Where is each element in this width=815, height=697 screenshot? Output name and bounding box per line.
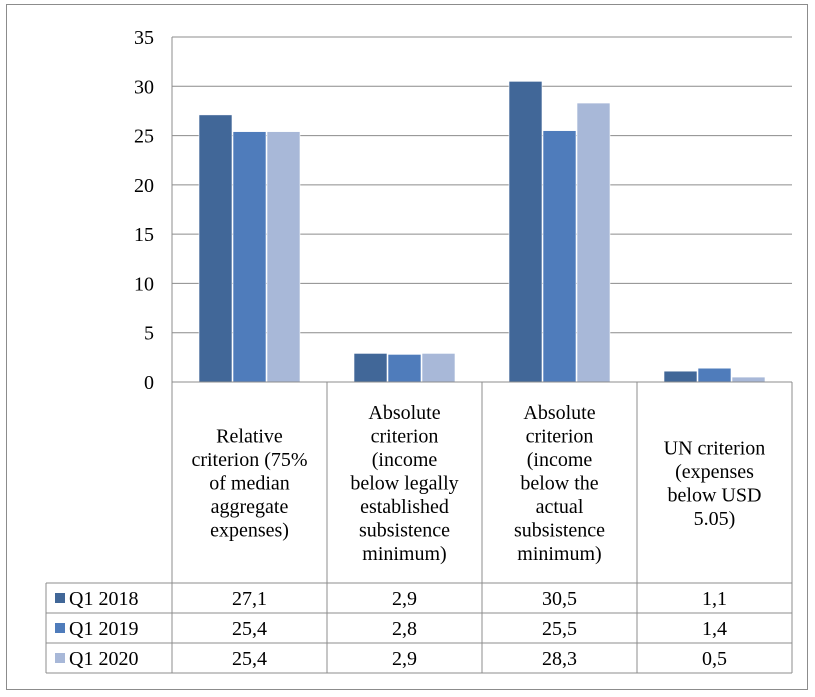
category-label: (income — [527, 449, 593, 471]
category-label: subsistence — [359, 520, 450, 542]
category-label: 5.05) — [694, 508, 736, 530]
data-table-value: 27,1 — [232, 588, 267, 610]
bar — [421, 353, 456, 383]
legend-label: Q1 2020 — [69, 648, 138, 670]
legend-label: Q1 2018 — [69, 588, 138, 610]
category-label: established — [360, 496, 449, 518]
data-table-value: 25,4 — [232, 648, 267, 670]
category-label: of median — [209, 473, 290, 495]
chart-frame — [6, 4, 808, 690]
category-label: minimum) — [362, 543, 446, 565]
data-table-value: 30,5 — [542, 588, 577, 610]
category-label: UN criterion — [664, 437, 766, 459]
bar — [576, 102, 611, 383]
bar — [663, 370, 698, 383]
category-label: Absolute — [523, 402, 595, 424]
legend-swatch — [55, 593, 65, 603]
category-label: criterion (75% — [191, 449, 307, 471]
category-label: below the — [520, 473, 598, 495]
y-tick-label: 15 — [134, 224, 154, 246]
category-label: subsistence — [514, 520, 605, 542]
y-tick-label: 30 — [134, 76, 154, 98]
category-label: expenses) — [210, 520, 289, 542]
bar — [387, 354, 422, 383]
y-tick-label: 25 — [134, 126, 154, 148]
bar — [731, 376, 766, 383]
bar — [353, 353, 388, 383]
data-table-value: 28,3 — [542, 648, 577, 670]
y-tick-label: 35 — [134, 27, 154, 49]
category-label: below USD — [668, 484, 762, 506]
y-tick-label: 5 — [144, 323, 154, 345]
data-table-value: 2,8 — [392, 618, 417, 640]
bar — [508, 81, 543, 383]
data-table-value: 25,5 — [542, 618, 577, 640]
legend-swatch — [55, 623, 65, 633]
bar — [542, 130, 577, 383]
legend-swatch — [55, 653, 65, 663]
y-tick-label: 0 — [144, 372, 154, 394]
category-label: (income — [372, 449, 438, 471]
category-label: minimum) — [517, 543, 601, 565]
data-table-value: 0,5 — [702, 648, 727, 670]
category-label: actual — [536, 496, 584, 518]
category-label: Absolute — [368, 402, 440, 424]
data-table-value: 1,1 — [702, 588, 727, 610]
y-tick-label: 10 — [134, 273, 154, 295]
bar — [232, 131, 267, 383]
legend-label: Q1 2019 — [69, 618, 138, 640]
category-label: (expenses — [675, 461, 754, 483]
category-label: aggregate — [211, 496, 289, 518]
data-table-value: 1,4 — [702, 618, 727, 640]
category-label: Relative — [216, 426, 283, 448]
data-table-value: 2,9 — [392, 588, 417, 610]
bar — [198, 114, 233, 383]
y-tick-label: 20 — [134, 175, 154, 197]
category-label: below legally — [350, 473, 458, 495]
category-label: criterion — [526, 426, 594, 448]
bar — [266, 131, 301, 383]
bar — [697, 367, 732, 383]
data-table-value: 2,9 — [392, 648, 417, 670]
data-table-value: 25,4 — [232, 618, 267, 640]
category-label: criterion — [371, 426, 439, 448]
